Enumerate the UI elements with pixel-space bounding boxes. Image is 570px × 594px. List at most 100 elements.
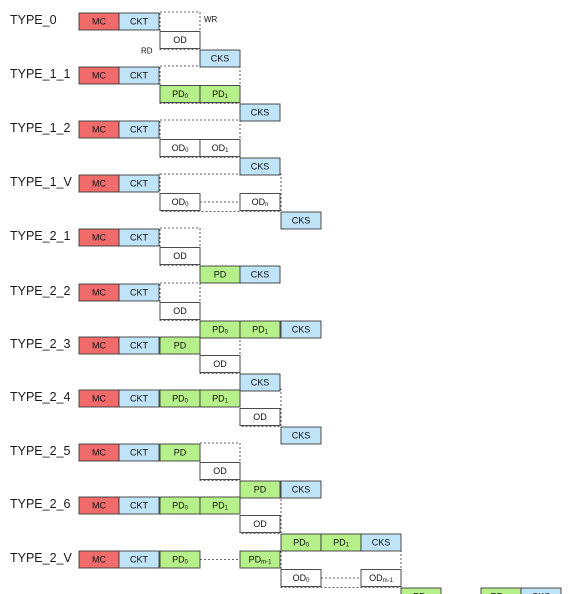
box-label: OD xyxy=(213,359,227,369)
cks-box: CKS xyxy=(280,211,322,230)
ckt-box: CKT xyxy=(118,336,160,355)
box-label: OD1 xyxy=(212,143,230,154)
box-label: CKS xyxy=(292,431,311,441)
box-label: CKS xyxy=(292,485,311,495)
box-label: MC xyxy=(92,555,106,565)
pd-box: PD1 xyxy=(199,389,241,408)
cks-box: CKS xyxy=(239,103,281,122)
od-box: OD xyxy=(199,355,241,373)
box-label: CKS xyxy=(372,538,391,548)
box-label: CKT xyxy=(130,125,149,135)
box-label: PD0 xyxy=(172,501,189,512)
pd-box: PD0 xyxy=(159,550,201,569)
box-label: OD xyxy=(173,35,187,45)
box-label: CKS xyxy=(251,162,270,172)
pd-box: PD0 xyxy=(199,320,241,339)
od-box: ODn xyxy=(239,193,281,211)
cks-box: CKS xyxy=(199,49,241,68)
pd-box: PD xyxy=(159,336,201,355)
box-label: OD0 xyxy=(293,573,311,584)
box-label: CKT xyxy=(130,341,149,351)
od-box: OD1 xyxy=(199,139,241,157)
box-label: MC xyxy=(92,71,106,81)
type-label: TYPE_0 xyxy=(10,13,57,27)
type-label: TYPE_2_1 xyxy=(10,229,71,243)
pd-box: PD0 xyxy=(159,496,201,515)
od-box: OD xyxy=(159,302,201,320)
box-label: CKT xyxy=(130,501,149,511)
type-label: TYPE_2_2 xyxy=(10,284,71,298)
cks-box: CKS xyxy=(280,320,322,339)
box-label: CKS xyxy=(251,108,270,118)
ckt-box: CKT xyxy=(118,66,160,85)
ckt-box: CKT xyxy=(118,443,160,462)
box-label: CKT xyxy=(130,448,149,458)
box-label: OD xyxy=(213,466,227,476)
od-box: OD xyxy=(159,247,201,265)
pd-box: PD1 xyxy=(199,85,241,103)
type-label: TYPE_2_5 xyxy=(10,444,71,458)
od-box: OD xyxy=(239,408,281,426)
type-label: TYPE_2_3 xyxy=(10,337,71,351)
box-label: MC xyxy=(92,448,106,458)
box-label: OD0 xyxy=(172,197,190,208)
box-label: CKS xyxy=(532,592,551,594)
dashed-frame xyxy=(159,282,201,321)
dashed-frame xyxy=(159,173,282,212)
od-box: ODm-1 xyxy=(360,569,402,587)
box-label: PD1 xyxy=(252,325,269,336)
mc-box: MC xyxy=(78,66,120,85)
box-label: PD0 xyxy=(172,555,189,566)
dashed-frame xyxy=(159,119,241,158)
mc-box: MC xyxy=(78,443,120,462)
box-label: PD xyxy=(254,485,267,495)
pd-box: PD xyxy=(199,265,241,284)
dashed-frame xyxy=(159,227,201,266)
box-label: PD0 xyxy=(172,89,189,100)
box-label: CKT xyxy=(130,555,149,565)
od-box: OD xyxy=(199,462,241,480)
pd-box: PDm-1 xyxy=(239,550,281,569)
mc-box: MC xyxy=(78,174,120,193)
ckt-box: CKT xyxy=(118,174,160,193)
box-label: CKT xyxy=(130,17,149,27)
cks-box: CKS xyxy=(239,373,281,392)
dashed-frame xyxy=(199,442,241,481)
cks-box: CKS xyxy=(520,587,562,594)
box-label: MC xyxy=(92,125,106,135)
ckt-box: CKT xyxy=(118,228,160,247)
box-label: MC xyxy=(92,179,106,189)
ckt-box: CKT xyxy=(118,389,160,408)
pd-box: PDk-1 xyxy=(480,587,522,594)
cks-box: CKS xyxy=(360,533,402,552)
pd-box: PD0 xyxy=(159,389,201,408)
od-box: OD0 xyxy=(159,139,201,157)
od-box: OD xyxy=(159,31,201,49)
od-box: OD0 xyxy=(159,193,201,211)
box-label: OD xyxy=(253,519,267,529)
box-label: PDm-1 xyxy=(249,555,273,566)
pd-box: PD0 xyxy=(280,533,322,552)
box-label: PDk-1 xyxy=(491,592,513,594)
box-label: MC xyxy=(92,233,106,243)
box-label: ODn xyxy=(252,197,269,208)
pd-box: PD0 xyxy=(400,587,442,594)
type-label: TYPE_1_V xyxy=(10,175,73,189)
pd-box: PD1 xyxy=(320,533,362,552)
mc-box: MC xyxy=(78,120,120,139)
type-label: TYPE_2_V xyxy=(10,551,73,565)
cks-box: CKS xyxy=(239,157,281,176)
box-label: ODm-1 xyxy=(369,573,393,584)
box-label: MC xyxy=(92,17,106,27)
box-label: PD1 xyxy=(333,538,350,549)
od-box: OD0 xyxy=(280,569,322,587)
box-label: CKT xyxy=(130,71,149,81)
box-label: MC xyxy=(92,394,106,404)
type-label: TYPE_2_4 xyxy=(10,390,71,404)
mc-box: MC xyxy=(78,496,120,515)
ckt-box: CKT xyxy=(118,550,160,569)
rd-label: RD xyxy=(141,47,153,56)
box-label: PD1 xyxy=(212,89,229,100)
box-label: PD xyxy=(174,341,187,351)
od-box: OD xyxy=(239,515,281,533)
